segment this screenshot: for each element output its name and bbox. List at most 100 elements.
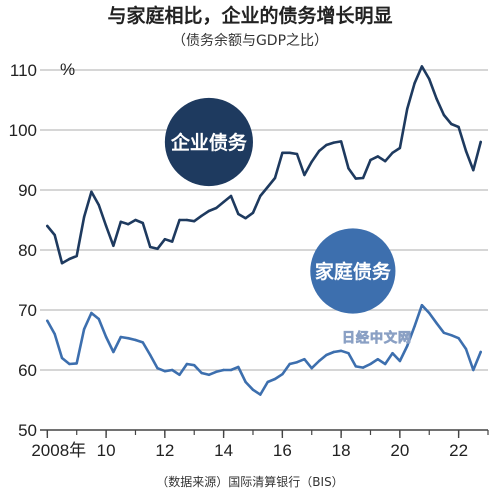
y-tick-label-70: 70 (18, 301, 37, 320)
series-0-point-34 (295, 152, 299, 156)
series-1-point-21 (200, 371, 203, 375)
series-0-point-4 (75, 254, 78, 258)
series-0-point-1 (53, 233, 56, 237)
series-0-point-13 (141, 221, 144, 225)
x-tick-label-2008: 2008年 (31, 441, 86, 460)
series-label-text-1: 家庭债务 (315, 260, 392, 283)
series-1-point-8 (104, 335, 108, 339)
series-0-point-9 (112, 244, 115, 247)
series-1-point-9 (112, 350, 115, 354)
series-1-point-49 (406, 344, 409, 348)
series-0-point-52 (428, 77, 431, 81)
y-tick-label-90: 90 (18, 181, 37, 200)
series-1-point-10 (119, 335, 123, 339)
series-0-point-36 (310, 160, 313, 163)
series-0-point-18 (178, 218, 181, 222)
series-0-point-42 (354, 177, 357, 180)
y-tick-label-60: 60 (18, 361, 37, 380)
series-0-point-33 (288, 151, 291, 154)
series-0-point-44 (369, 158, 372, 162)
series-1-point-34 (295, 361, 299, 364)
series-0-point-0 (46, 224, 49, 228)
series-line-1 (45, 303, 483, 396)
y-tick-label-50: 50 (18, 421, 37, 440)
x-tick-label-2014: 14 (214, 441, 233, 460)
x-tick-label-2012: 12 (155, 441, 174, 460)
series-0-point-22 (207, 209, 211, 213)
series-1-point-3 (68, 362, 71, 366)
series-1-point-39 (332, 350, 335, 354)
series-1-point-27 (244, 380, 247, 384)
series-label-bubble-1 (310, 228, 396, 314)
chart-title: 与家庭相比，企业的债务增长明显 (107, 4, 392, 27)
series-1-point-5 (82, 328, 86, 331)
series-0-point-15 (156, 247, 159, 250)
series-layer (45, 65, 483, 396)
series-line-0 (45, 65, 483, 265)
series-1-point-11 (126, 337, 130, 340)
series-1-point-35 (303, 358, 306, 361)
series-0-point-40 (339, 140, 343, 143)
series-0-point-59 (479, 140, 482, 144)
series-1-point-53 (435, 322, 438, 325)
series-1-point-52 (428, 311, 431, 315)
series-0-point-31 (273, 176, 277, 180)
series-1-point-43 (361, 366, 365, 369)
series-0-point-47 (391, 151, 394, 154)
series-0-point-55 (450, 122, 453, 126)
series-1-point-54 (442, 331, 446, 334)
series-1-point-17 (171, 368, 174, 372)
series-1-point-0 (46, 319, 49, 322)
series-0-point-46 (384, 160, 387, 163)
series-0-point-19 (185, 218, 189, 222)
watermark: 日经中文网 (342, 330, 412, 346)
x-tick-label-2020: 20 (390, 441, 409, 460)
x-tick-label-2018: 18 (332, 441, 351, 460)
series-1-point-4 (75, 362, 78, 365)
series-0-point-58 (472, 169, 475, 172)
series-0-point-26 (237, 212, 240, 216)
series-1-point-58 (472, 368, 475, 372)
series-0-point-25 (229, 194, 233, 198)
series-1-point-51 (420, 304, 424, 307)
series-0-point-38 (325, 143, 328, 147)
series-1-point-40 (339, 349, 343, 352)
series-0-point-20 (193, 220, 196, 223)
series-1-point-13 (141, 341, 144, 344)
series-0-point-48 (398, 146, 402, 150)
series-1-point-31 (273, 377, 277, 381)
series-1-point-14 (149, 353, 152, 357)
series-0-point-17 (171, 240, 174, 243)
series-0-point-39 (332, 141, 335, 144)
series-0-point-43 (361, 176, 365, 180)
series-1-point-37 (317, 359, 321, 363)
series-0-point-12 (134, 218, 137, 222)
series-0-point-7 (97, 203, 101, 207)
series-0-point-37 (317, 149, 321, 153)
series-0-point-35 (303, 173, 306, 177)
series-0-point-53 (435, 97, 438, 101)
y-tick-label-100: 100 (9, 121, 37, 140)
series-1-point-30 (266, 380, 269, 384)
series-1-point-20 (193, 364, 196, 367)
series-0-point-11 (126, 223, 130, 226)
series-0-point-27 (244, 217, 247, 220)
series-1-point-38 (325, 353, 328, 357)
series-1-point-50 (413, 325, 416, 328)
x-tick-label-2010: 10 (97, 441, 116, 460)
chart-subtitle: （债务余额与GDP之比） (172, 32, 328, 49)
series-0-point-51 (420, 65, 424, 68)
series-1-point-28 (251, 388, 255, 391)
series-1-point-57 (464, 347, 468, 351)
series-1-point-25 (229, 368, 233, 372)
series-0-point-14 (149, 245, 152, 249)
series-1-point-1 (53, 332, 56, 336)
series-1-point-45 (376, 358, 379, 361)
series-0-point-28 (251, 211, 255, 214)
series-1-point-41 (347, 352, 350, 355)
series-1-point-22 (207, 373, 211, 376)
series-1-point-36 (310, 367, 313, 370)
series-0-point-5 (82, 215, 86, 219)
series-1-point-18 (178, 373, 181, 376)
